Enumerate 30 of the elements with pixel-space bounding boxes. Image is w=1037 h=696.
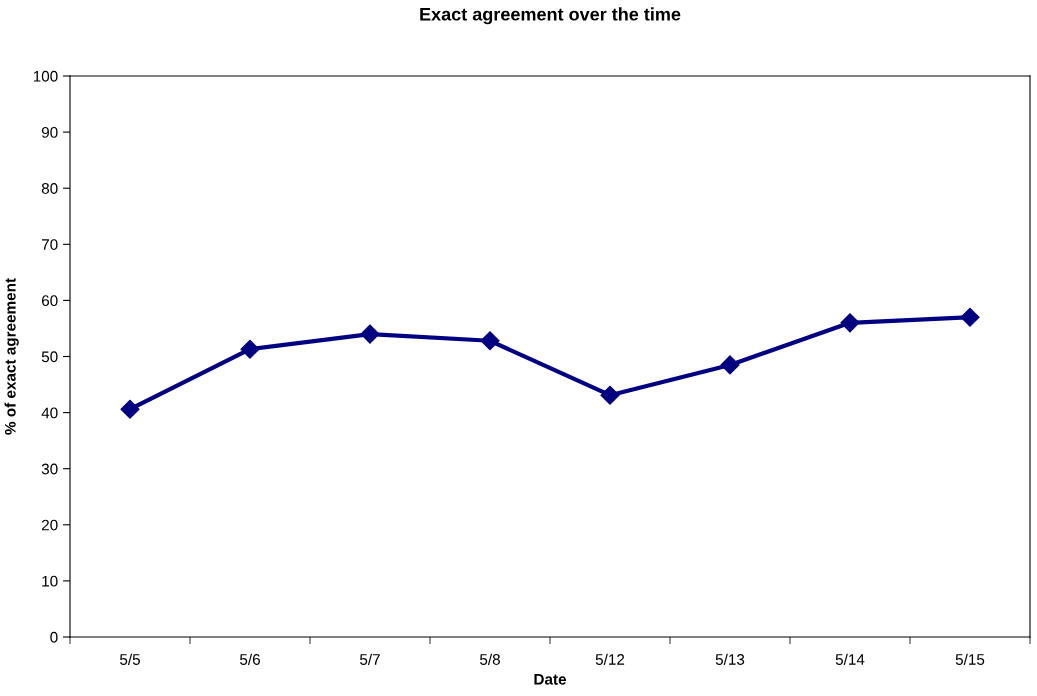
y-tick-label: 50 — [41, 351, 58, 363]
y-tick-label: 60 — [41, 295, 58, 307]
point — [120, 399, 140, 419]
point — [480, 331, 500, 351]
point — [240, 339, 260, 359]
x-tick-label: 5/6 — [239, 653, 260, 665]
point — [600, 385, 620, 405]
y-tick-label: 0 — [50, 631, 58, 643]
chart-title: Exact agreement over the time — [420, 7, 681, 25]
y-tick-label: 30 — [41, 463, 58, 475]
point — [360, 324, 380, 344]
point — [960, 307, 980, 327]
point — [840, 313, 860, 333]
x-tick-label: 5/8 — [479, 653, 500, 665]
x-tick-label: 5/7 — [359, 653, 380, 665]
x-axis-title: Date — [534, 674, 567, 685]
y-tick-label: 40 — [41, 407, 58, 419]
y-tick-label: 20 — [41, 519, 58, 531]
y-tick-label: 70 — [41, 239, 58, 250]
x-tick-label: 5/13 — [715, 653, 745, 665]
x-tick-label: 5/12 — [595, 653, 625, 665]
x-tick-label: 5/15 — [955, 653, 985, 665]
x-tick-label: 5/5 — [119, 653, 140, 665]
point — [720, 355, 740, 375]
x-tick-label: 5/14 — [835, 653, 865, 665]
y-axis-title: % of exact agreement — [4, 278, 19, 435]
y-tick-label: 10 — [42, 575, 58, 587]
y-tick-label: 80 — [41, 183, 58, 194]
y-tick-label: 100 — [33, 70, 58, 82]
y-tick-label: 90 — [41, 126, 58, 138]
